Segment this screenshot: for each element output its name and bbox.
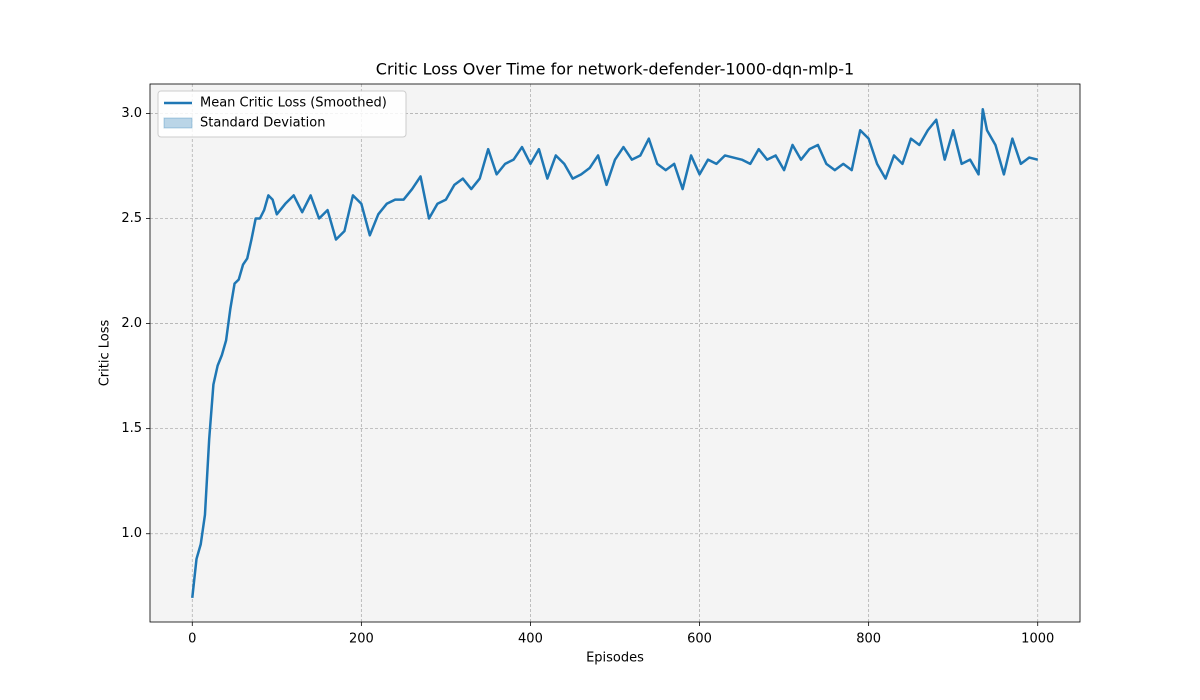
- x-tick-label: 0: [188, 632, 196, 647]
- plot-frame: [149, 83, 1081, 623]
- legend-swatch: [163, 117, 193, 129]
- x-tick-label: 200: [349, 632, 374, 647]
- plot: [191, 107, 1039, 598]
- x-tick-label: 600: [687, 632, 712, 647]
- x-axis-label: Episodes: [586, 651, 644, 666]
- series-line: [191, 107, 1039, 598]
- chart-title: Critic Loss Over Time for network-defend…: [376, 60, 854, 79]
- y-tick-label: 2.5: [121, 211, 142, 226]
- legend: Mean Critic Loss (Smoothed) Standard Devi…: [157, 90, 407, 138]
- y-axis-label: Critic Loss: [98, 320, 113, 387]
- y-tick-label: 2.0: [121, 316, 142, 331]
- plot-area: [150, 84, 1080, 622]
- x-tick-label: 400: [518, 632, 543, 647]
- legend-label: Standard Deviation: [200, 116, 325, 131]
- legend-label: Mean Critic Loss (Smoothed): [200, 96, 387, 111]
- x-tick-label: 800: [856, 632, 881, 647]
- y-tick-label: 1.0: [121, 526, 142, 541]
- y-tick-label: 1.5: [121, 421, 142, 436]
- legend-box: [157, 90, 407, 138]
- x-tick-label: 1000: [1021, 632, 1054, 647]
- y-tick-label: 3.0: [121, 106, 142, 121]
